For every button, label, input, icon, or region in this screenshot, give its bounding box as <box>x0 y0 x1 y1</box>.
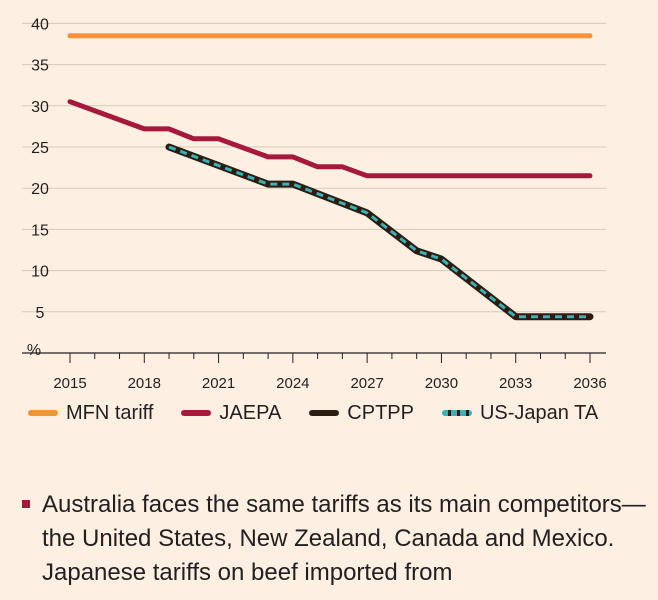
legend-swatch-mfn-tariff <box>28 410 58 416</box>
x-tick-label-2027: 2027 <box>350 375 383 392</box>
grid-lines <box>22 22 606 313</box>
x-tick-label-2033: 2033 <box>499 375 532 392</box>
x-tick-label-2018: 2018 <box>128 375 161 392</box>
bullet-text: Australia faces the same tariffs as its … <box>42 491 646 586</box>
legend-label-mfn-tariff: MFN tariff <box>66 401 154 424</box>
y-tick-label-35: 35 <box>31 58 49 75</box>
legend-item-us-japan-ta: US-Japan TA <box>441 401 599 425</box>
legend-swatch-us-japan-ta <box>441 410 472 416</box>
x-tick-label-2030: 2030 <box>425 375 458 392</box>
y-tick-label-20: 20 <box>31 181 49 198</box>
x-tick-label-2021: 2021 <box>202 375 235 392</box>
series-line-us-japan-ta <box>168 145 590 319</box>
data-series <box>67 33 594 321</box>
y-unit-label: % <box>27 342 41 359</box>
chart-legend: MFN tariff JAEPA CPTPP US-Japan TA <box>28 398 648 428</box>
y-tick-label-40: 40 <box>31 16 49 33</box>
y-tick-label-10: 10 <box>31 264 49 281</box>
legend-label-cptpp: CPTPP <box>347 401 414 424</box>
bullet-paragraph: Australia faces the same tariffs as its … <box>22 488 652 590</box>
y-tick-label-15: 15 <box>31 222 49 239</box>
legend-swatch-jaepa <box>181 410 212 416</box>
x-tick-label-2024: 2024 <box>276 375 309 392</box>
y-tick-label-25: 25 <box>31 140 49 157</box>
y-tick-label-30: 30 <box>31 99 49 116</box>
x-axis <box>22 352 606 363</box>
legend-item-cptpp: CPTPP <box>309 402 414 425</box>
bullet-marker-icon <box>22 500 30 508</box>
series-line-cptpp <box>165 143 594 321</box>
y-tick-label-5: 5 <box>36 305 45 322</box>
legend-swatch-cptpp <box>309 410 340 416</box>
legend-label-us-japan-ta: US-Japan TA <box>479 401 599 424</box>
x-tick-label-2015: 2015 <box>53 375 86 392</box>
series-line-jaepa <box>67 99 593 179</box>
x-tick-label-2036: 2036 <box>573 375 606 392</box>
legend-item-jaepa: JAEPA <box>181 402 281 425</box>
y-axis-tick-labels: 5 10 15 20 25 30 35 40% <box>27 16 49 359</box>
legend-item-mfn-tariff: MFN tariff <box>28 402 153 425</box>
legend-label-jaepa: JAEPA <box>219 401 282 424</box>
tariff-line-chart: 5 10 15 20 25 30 35 40% 2015 2018 2021 2024 2027 203… <box>22 16 607 392</box>
x-axis-tick-labels: 2015 2018 2021 2024 2027 2030 2033 2036 <box>53 375 606 392</box>
